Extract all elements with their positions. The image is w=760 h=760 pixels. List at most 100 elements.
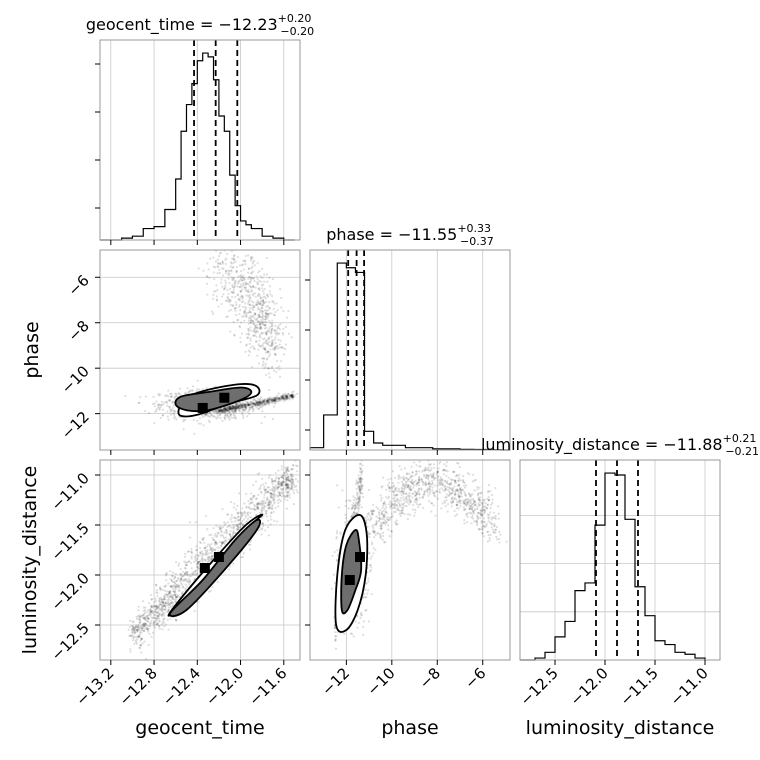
sample-point [270, 497, 274, 500]
sample-point [358, 478, 362, 481]
sample-point [270, 328, 273, 331]
sample-point [250, 271, 253, 274]
sample-point [281, 395, 284, 398]
sample-point [285, 480, 288, 483]
sample-point [282, 397, 285, 400]
sample-point [146, 614, 149, 617]
sample-point [226, 409, 229, 412]
sample-point [169, 589, 172, 592]
sample-point [174, 618, 177, 621]
sample-point [231, 533, 234, 536]
sample-point [274, 396, 277, 399]
sample-point [168, 590, 171, 593]
sample-point [149, 608, 152, 611]
sample-point [267, 506, 271, 509]
sample-point [291, 393, 294, 396]
sample-point [154, 410, 157, 413]
sample-point [165, 400, 168, 403]
sample-point [290, 477, 293, 480]
sample-point [265, 512, 268, 515]
sample-point [274, 484, 277, 487]
sample-point [228, 408, 232, 411]
sample-point [358, 485, 361, 488]
sample-point [385, 512, 388, 515]
sample-point [234, 517, 237, 520]
sample-point [354, 501, 358, 504]
sample-point [263, 487, 266, 490]
sample-point [227, 409, 230, 412]
sample-point [146, 617, 149, 620]
sample-point [225, 409, 228, 412]
sample-point [223, 409, 226, 412]
sample-point [265, 400, 269, 403]
sample-point [292, 491, 295, 495]
sample-point [182, 420, 185, 423]
sample-point [188, 521, 191, 524]
sample-point [137, 629, 140, 632]
sample-point [261, 400, 264, 403]
sample-point [158, 601, 161, 604]
sample-point [272, 399, 276, 402]
sample-point [250, 321, 253, 324]
sample-point [264, 324, 267, 327]
sample-point [249, 404, 252, 407]
sample-point [225, 407, 228, 410]
scatter-samples-layer [124, 248, 508, 660]
sample-point [291, 485, 294, 488]
sample-point [152, 624, 155, 627]
sample-point [260, 322, 263, 325]
sample-point [210, 555, 214, 559]
sample-point [205, 552, 208, 555]
sample-point [221, 261, 224, 264]
sample-point [245, 315, 248, 318]
sample-point [259, 400, 262, 403]
sample-point [287, 396, 290, 399]
sample-point [290, 482, 294, 485]
sample-point [255, 301, 258, 304]
sample-point [239, 405, 242, 409]
sample-point [190, 572, 193, 575]
sample-point [158, 603, 161, 606]
sample-point [171, 597, 174, 600]
sample-point [263, 488, 266, 492]
sample-point [287, 484, 290, 487]
sample-point [281, 396, 284, 399]
sample-point [258, 401, 261, 405]
sample-point [287, 475, 290, 478]
sample-point [352, 499, 356, 502]
sample-point [227, 298, 230, 301]
sample-point [156, 623, 159, 626]
sample-point [247, 248, 249, 250]
sample-point [220, 278, 223, 281]
sample-point [276, 486, 279, 489]
sample-point [228, 287, 232, 290]
sample-point [178, 584, 181, 588]
sample-point [159, 588, 162, 592]
sample-point [261, 300, 264, 303]
sample-point [232, 531, 235, 534]
sample-point [243, 404, 246, 407]
sample-point [170, 395, 173, 398]
sample-point [261, 410, 264, 413]
sample-point [227, 269, 230, 272]
sample-point [270, 493, 273, 496]
sample-point [241, 276, 244, 279]
sample-point [136, 628, 139, 631]
sample-point [227, 568, 230, 571]
sample-point [204, 558, 207, 561]
sample-point [256, 354, 259, 357]
sample-point [411, 471, 414, 474]
sample-point [263, 505, 267, 508]
sample-point [254, 295, 257, 298]
sample-point [247, 267, 250, 270]
sample-point [215, 299, 219, 302]
sample-point [211, 312, 215, 315]
sample-point [205, 545, 209, 548]
sample-point [156, 607, 159, 610]
sample-point [229, 535, 232, 538]
sample-point [215, 417, 218, 420]
sample-point [343, 521, 347, 524]
sample-point [215, 410, 218, 413]
sample-point [353, 505, 357, 508]
sample-point [279, 288, 282, 291]
